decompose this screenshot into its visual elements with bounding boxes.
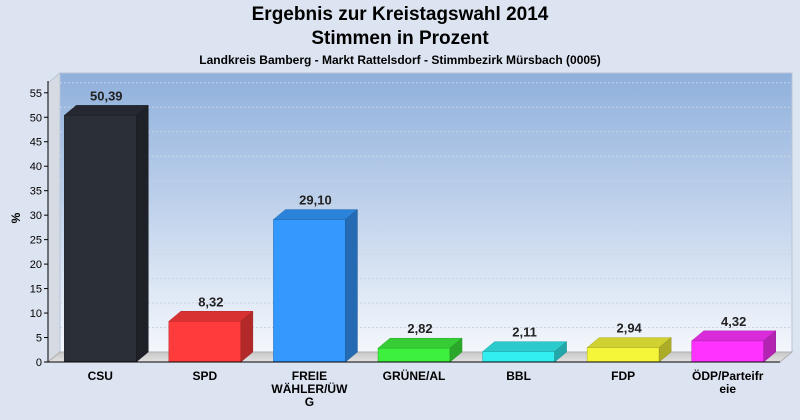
y-tick-label: 50 <box>30 112 42 124</box>
side-wall <box>47 71 61 364</box>
x-tick-label-line: FDP <box>611 369 635 383</box>
bar-ödp-parteifreie: 4,32 <box>691 314 777 363</box>
x-tick-label-line: eie <box>719 382 736 396</box>
x-tick-label-line: SPD <box>193 369 218 383</box>
data-label: 4,32 <box>721 314 746 329</box>
bar-side <box>240 310 254 363</box>
bar-csu: 50,39 <box>63 88 149 363</box>
y-tick-label: 35 <box>30 186 42 198</box>
data-label: 29,10 <box>299 193 332 208</box>
axes: 0 5 10 15 20 25 30 35 40 45 50 55 <box>30 81 780 369</box>
bar-top <box>63 105 149 116</box>
x-tick-label-line: FREIE <box>292 369 327 383</box>
x-tick-label-line: GRÜNE/AL <box>383 368 446 383</box>
x-tick-label-line: WÄHLER/ÜW <box>271 381 348 396</box>
bar-top <box>272 209 359 220</box>
bar-top <box>691 330 777 342</box>
x-tick-label: SPD <box>193 369 218 383</box>
y-tick-label: 15 <box>30 284 42 296</box>
bar-side <box>554 341 567 363</box>
bar-freie-wähler-üwg: 29,10 <box>272 193 359 363</box>
bar-front <box>168 321 242 363</box>
x-tick-label-line: BBL <box>506 369 531 383</box>
bar-side <box>763 330 776 363</box>
data-label: 2,94 <box>616 321 642 336</box>
bar-top <box>377 337 463 349</box>
x-tick-label-line: ÖDP/Parteifr <box>692 368 764 383</box>
bar-front <box>586 347 660 363</box>
bar-fdp: 2,94 <box>586 321 672 363</box>
y-tick-label: 55 <box>30 88 42 100</box>
data-label: 2,82 <box>407 321 432 336</box>
bar-top <box>586 337 672 348</box>
y-tick-label: 25 <box>30 235 42 247</box>
bar-bbl: 2,11 <box>481 325 568 363</box>
x-tick-label: FREIE WÄHLER/ÜW G <box>271 369 348 409</box>
y-tick-label: 0 <box>36 357 42 369</box>
x-tick-label: ÖDP/Parteifr eie <box>692 368 764 396</box>
chart-title: Ergebnis zur Kreistagswahl 2014 <box>251 4 549 25</box>
x-tick-label: BBL <box>506 369 531 383</box>
plot-area <box>46 71 794 364</box>
y-tick-label: 30 <box>30 210 42 222</box>
bar-front <box>273 219 346 363</box>
data-label: 2,11 <box>512 325 537 340</box>
gridlines <box>60 82 792 329</box>
x-tick-label: FDP <box>611 369 635 383</box>
back-wall <box>59 72 793 353</box>
bar-grüne-al: 2,82 <box>377 321 463 363</box>
bar-side <box>136 104 149 363</box>
bar-top <box>481 341 568 352</box>
bar-side <box>345 209 358 363</box>
y-tick-label: 20 <box>30 259 42 271</box>
bar-side <box>658 337 672 363</box>
data-label: 50,39 <box>90 88 123 103</box>
y-tick-label: 40 <box>30 161 42 173</box>
bar-front <box>377 347 451 363</box>
bar-top <box>168 311 254 322</box>
y-tick-label: 10 <box>30 308 42 320</box>
bar-front <box>482 351 555 363</box>
x-tick-label-line: G <box>305 395 314 409</box>
x-tick-label-line: CSU <box>88 369 113 383</box>
y-axis-label: % <box>9 212 23 223</box>
x-tick-label: CSU <box>88 369 113 383</box>
x-tick-label: GRÜNE/AL <box>383 368 446 383</box>
bar-spd: 8,32 <box>168 294 254 363</box>
y-tick-label: 45 <box>30 137 42 149</box>
y-tick-label: 5 <box>36 333 42 345</box>
chart-caption: Landkreis Bamberg - Markt Rattelsdorf - … <box>199 53 601 67</box>
bar-front <box>691 340 764 363</box>
bar-front <box>64 115 137 363</box>
chart-subtitle: Stimmen in Prozent <box>311 28 489 49</box>
data-label: 8,32 <box>198 294 223 309</box>
bar-side <box>449 337 463 363</box>
